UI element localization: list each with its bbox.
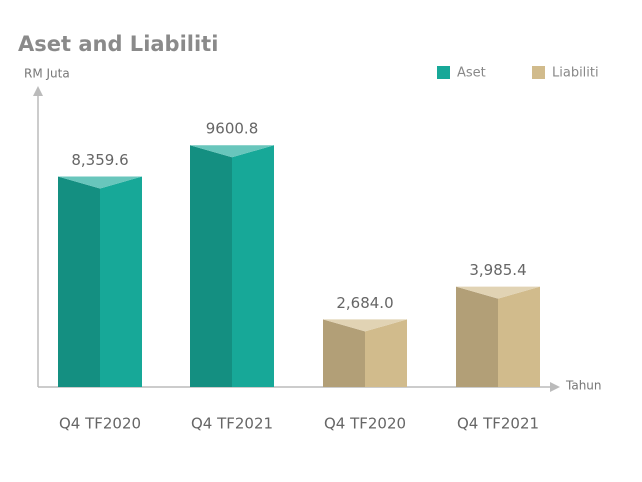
x-tick-label: Q4 TF2021 — [191, 415, 273, 433]
value-label: 8,359.6 — [71, 151, 128, 169]
bar-left-face — [456, 286, 498, 387]
y-axis-label: RM Juta — [24, 67, 70, 81]
legend-swatch — [437, 66, 450, 79]
bar-left-face — [58, 176, 100, 387]
bar-top-face — [323, 319, 407, 332]
bar-right-face — [100, 176, 142, 387]
x-axis-label: Tahun — [565, 379, 602, 393]
x-tick-label: Q4 TF2020 — [59, 415, 141, 433]
bar-left-face — [190, 145, 232, 387]
legend-label: Liabiliti — [552, 66, 599, 81]
bar — [323, 319, 407, 387]
legend-label: Aset — [457, 66, 486, 81]
x-axis-arrow — [550, 382, 560, 392]
bar-right-face — [365, 319, 407, 387]
bar-right-face — [498, 286, 540, 387]
chart-title: Aset and Liabiliti — [18, 32, 218, 56]
x-tick-label: Q4 TF2020 — [324, 415, 406, 433]
value-label: 2,684.0 — [336, 294, 393, 312]
y-axis-arrow — [33, 86, 43, 96]
bar-right-face — [232, 145, 274, 387]
legend-swatch — [532, 66, 545, 79]
bar — [58, 176, 142, 387]
bar — [456, 286, 540, 387]
bar — [190, 145, 274, 387]
value-label: 9600.8 — [206, 120, 259, 138]
value-label: 3,985.4 — [469, 261, 526, 279]
bar-top-face — [190, 145, 274, 158]
bar-top-face — [58, 176, 142, 189]
x-tick-label: Q4 TF2021 — [457, 415, 539, 433]
bar-left-face — [323, 319, 365, 387]
bar-top-face — [456, 286, 540, 299]
